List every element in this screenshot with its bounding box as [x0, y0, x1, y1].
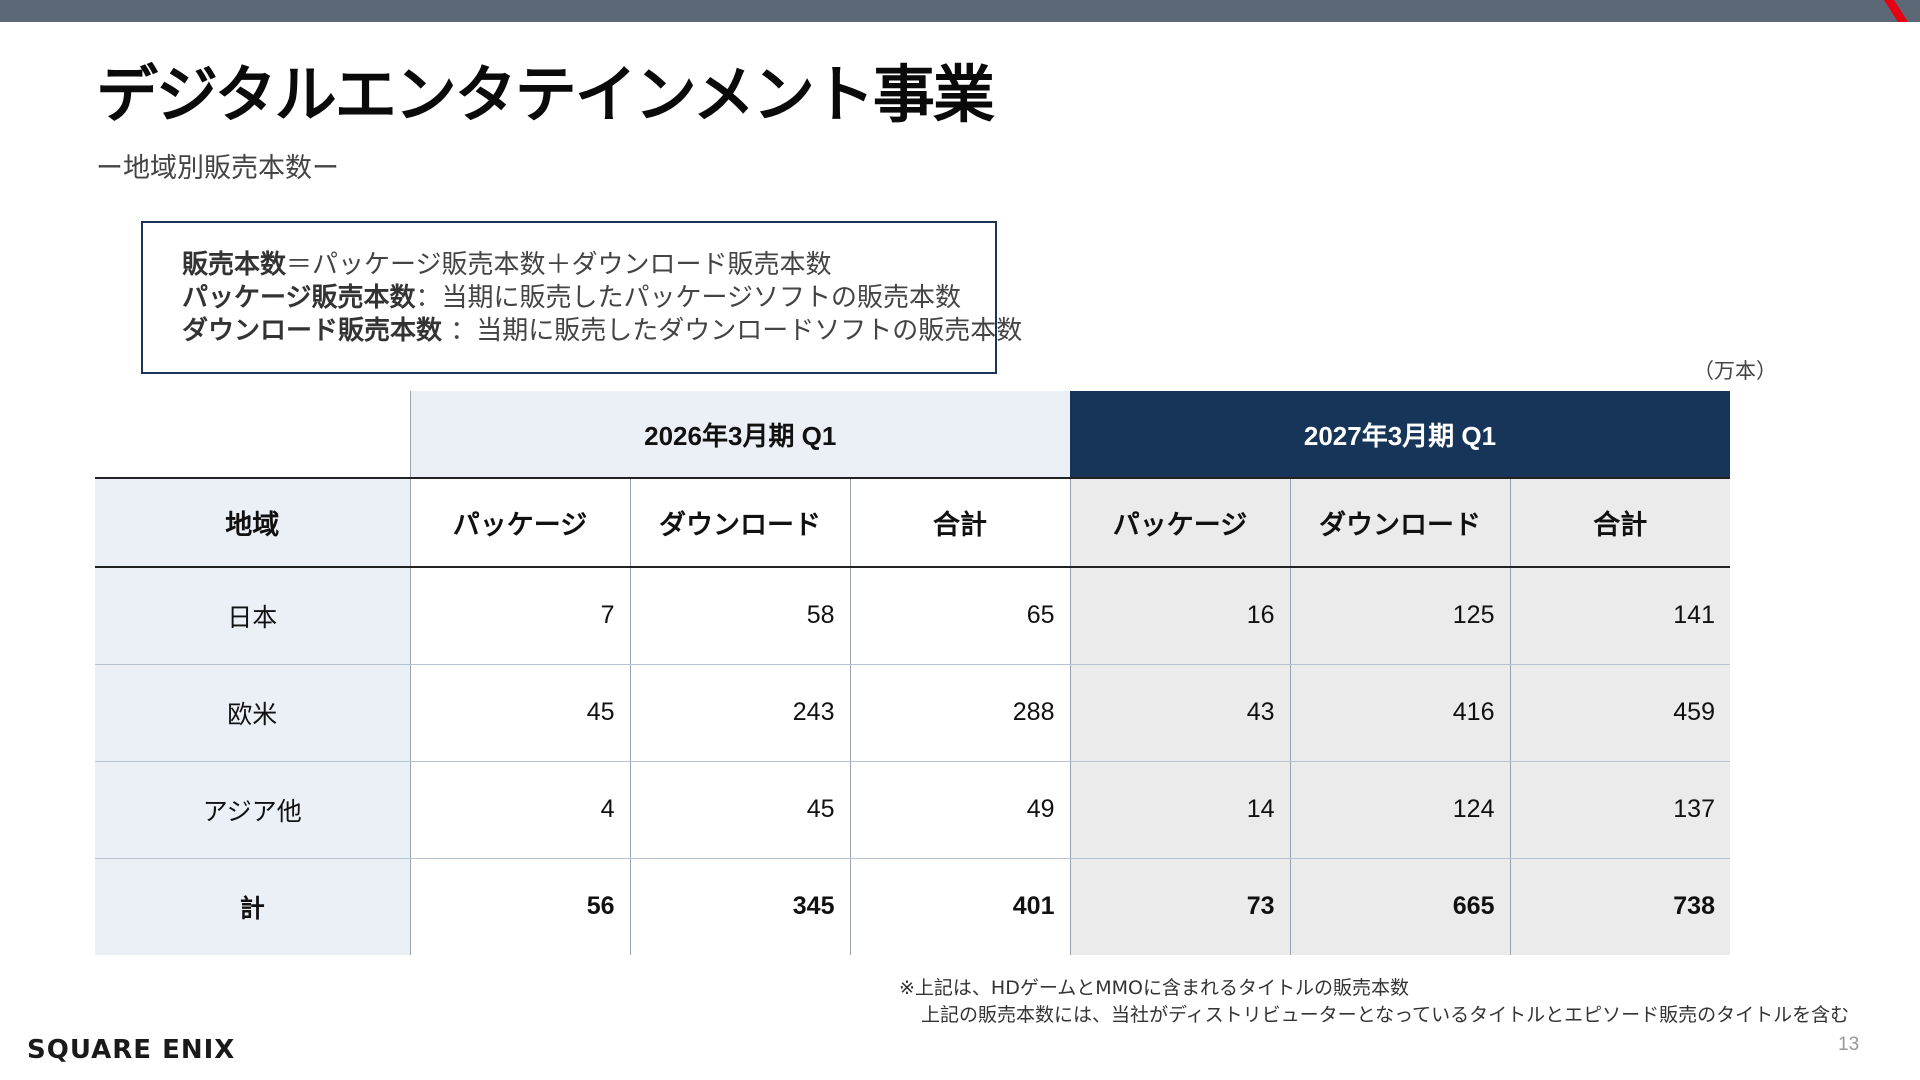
prev-total-header: 合計 [849, 478, 1070, 568]
top-bar [0, 0, 1920, 22]
prev-download-cell: 58 [629, 567, 850, 665]
prev-total-cell: 288 [849, 664, 1070, 762]
prev-grand-total: 401 [849, 858, 1070, 955]
column-header-row: 地域 パッケージ ダウンロード 合計 パッケージ ダウンロード 合計 [95, 478, 1730, 568]
curr-download-header: ダウンロード [1289, 478, 1510, 568]
prev-download-cell: 45 [629, 761, 850, 859]
page-number: 13 [1838, 1034, 1860, 1055]
header-blank-cell [95, 391, 410, 479]
footnote: ※上記は、HDゲームとMMOに含まれるタイトルの販売本数 上記の販売本数には、当… [899, 975, 1849, 1029]
table-row: 日本 7 58 65 16 125 141 [95, 567, 1730, 665]
curr-download-cell: 416 [1289, 664, 1510, 762]
region-cell: 欧米 [95, 664, 410, 762]
unit-note: （万本） [1693, 359, 1777, 383]
square-enix-logo: SQUARE ENIX [27, 1035, 236, 1065]
table-row: 欧米 45 243 288 43 416 459 [95, 664, 1730, 762]
table-row: アジア他 4 45 49 14 124 137 [95, 761, 1730, 859]
definition-term: ダウンロード販売本数 [182, 316, 443, 346]
region-column-header: 地域 [95, 478, 410, 568]
prev-download-cell: 243 [629, 664, 850, 762]
definition-text: ＝パッケージ販売本数＋ダウンロード販売本数 [286, 250, 832, 280]
prev-package-cell: 7 [409, 567, 630, 665]
definition-line: 販売本数＝パッケージ販売本数＋ダウンロード販売本数 [182, 249, 995, 282]
curr-download-cell: 125 [1289, 567, 1510, 665]
footnote-line: ※上記は、HDゲームとMMOに含まれるタイトルの販売本数 [899, 977, 1410, 999]
prev-package-cell: 4 [409, 761, 630, 859]
page-title: デジタルエンタテインメント事業 [96, 58, 995, 131]
curr-total-cell: 459 [1509, 664, 1730, 762]
curr-total-cell: 141 [1509, 567, 1730, 665]
period-prev-header: 2026年3月期 Q1 [409, 391, 1070, 479]
prev-package-total: 56 [409, 858, 630, 955]
period-header-row: 2026年3月期 Q1 2027年3月期 Q1 [95, 391, 1730, 479]
curr-package-cell: 14 [1069, 761, 1290, 859]
period-curr-header: 2027年3月期 Q1 [1070, 391, 1730, 479]
prev-package-header: パッケージ [409, 478, 630, 568]
curr-package-total: 73 [1069, 858, 1290, 955]
prev-package-cell: 45 [409, 664, 630, 762]
region-cell: 日本 [95, 567, 410, 665]
sales-table: 2026年3月期 Q1 2027年3月期 Q1 地域 パッケージ ダウンロード … [95, 391, 1730, 955]
prev-total-cell: 49 [849, 761, 1070, 859]
total-label-cell: 計 [95, 858, 410, 955]
curr-download-total: 665 [1289, 858, 1510, 955]
definition-line: パッケージ販売本数：当期に販売したパッケージソフトの販売本数 [182, 282, 995, 315]
definition-box: 販売本数＝パッケージ販売本数＋ダウンロード販売本数 パッケージ販売本数：当期に販… [141, 221, 1022, 374]
curr-total-header: 合計 [1509, 478, 1730, 568]
definition-text: ：当期に販売したパッケージソフトの販売本数 [415, 283, 961, 313]
definition-line: ダウンロード販売本数 ：当期に販売したダウンロードソフトの販売本数 [182, 315, 1022, 348]
prev-download-header: ダウンロード [629, 478, 850, 568]
prev-total-cell: 65 [849, 567, 1070, 665]
definition-term: 販売本数 [182, 250, 287, 280]
corner-accent-icon [1884, 0, 1908, 22]
prev-download-total: 345 [629, 858, 850, 955]
definition-text: ：当期に販売したダウンロードソフトの販売本数 [442, 316, 1023, 346]
curr-package-cell: 16 [1069, 567, 1290, 665]
curr-package-header: パッケージ [1069, 478, 1290, 568]
definition-term: パッケージ販売本数 [182, 283, 416, 313]
page-subtitle: ー地域別販売本数ー [96, 153, 339, 184]
curr-grand-total: 738 [1509, 858, 1730, 955]
curr-download-cell: 124 [1289, 761, 1510, 859]
region-cell: アジア他 [95, 761, 410, 859]
curr-total-cell: 137 [1509, 761, 1730, 859]
footnote-line: 上記の販売本数には、当社がディストリビューターとなっているタイトルとエピソード販… [921, 1004, 1850, 1026]
total-row: 計 56 345 401 73 665 738 [95, 858, 1730, 955]
curr-package-cell: 43 [1069, 664, 1290, 762]
